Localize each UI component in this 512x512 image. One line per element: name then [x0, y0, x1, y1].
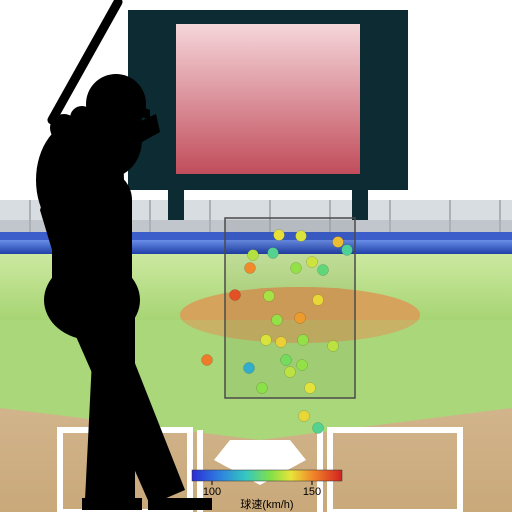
pitch-marker	[313, 423, 324, 434]
pitch-marker	[230, 290, 241, 301]
pitch-marker	[202, 355, 213, 366]
pitch-marker	[248, 250, 259, 261]
colorbar-tick-label: 150	[303, 486, 321, 498]
pitch-marker	[297, 360, 308, 371]
pitch-marker	[291, 263, 302, 274]
pitch-marker	[342, 245, 353, 256]
pitch-marker	[272, 315, 283, 326]
scoreboard-screen	[176, 24, 360, 174]
pitch-marker	[257, 383, 268, 394]
pitch-marker	[296, 231, 307, 242]
pitch-marker	[305, 383, 316, 394]
pitch-marker	[274, 230, 285, 241]
pitch-marker	[245, 263, 256, 274]
pitch-marker	[281, 355, 292, 366]
pitch-marker	[298, 335, 309, 346]
pitch-marker	[333, 237, 344, 248]
pitch-marker	[307, 257, 318, 268]
pitch-marker	[244, 363, 255, 374]
pitch-marker	[268, 248, 279, 259]
colorbar-label: 球速(km/h)	[240, 497, 293, 511]
pitch-location-chart: 100 150 球速(km/h)	[0, 0, 512, 512]
pitch-marker	[276, 337, 287, 348]
pitch-marker	[299, 411, 310, 422]
colorbar-tick-label: 100	[203, 486, 221, 498]
pitch-marker	[313, 295, 324, 306]
pitch-marker	[264, 291, 275, 302]
pitch-marker	[261, 335, 272, 346]
pitch-marker	[328, 341, 339, 352]
pitch-marker	[285, 367, 296, 378]
pitch-marker	[318, 265, 329, 276]
pitch-marker	[295, 313, 306, 324]
